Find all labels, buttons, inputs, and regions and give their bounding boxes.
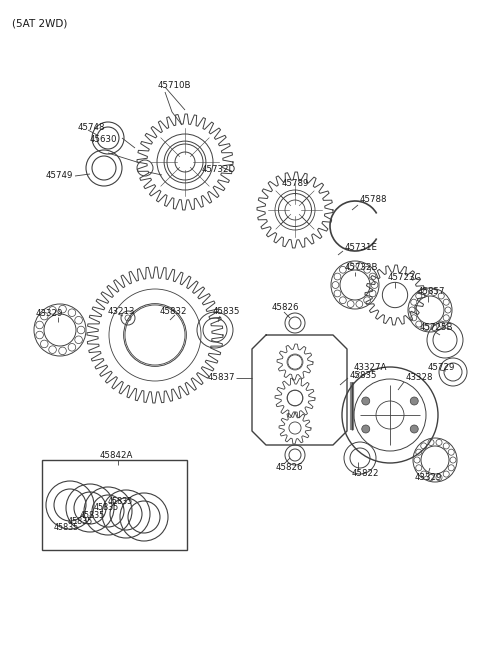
Circle shape <box>362 425 370 433</box>
Text: 45729: 45729 <box>428 363 456 373</box>
Text: 43327A: 43327A <box>354 363 387 373</box>
Text: 45835: 45835 <box>80 510 105 520</box>
Text: 45725B: 45725B <box>420 323 454 333</box>
Text: 45835: 45835 <box>108 497 133 506</box>
Text: 45731E: 45731E <box>345 243 378 251</box>
Text: 45835: 45835 <box>350 371 377 380</box>
Circle shape <box>410 425 418 433</box>
Text: 45710B: 45710B <box>158 81 192 91</box>
Text: 43329: 43329 <box>36 308 63 318</box>
Text: 45857: 45857 <box>418 287 445 297</box>
Circle shape <box>410 397 418 405</box>
Text: 45789: 45789 <box>281 178 309 188</box>
Text: 45832: 45832 <box>160 306 188 316</box>
Text: 45732D: 45732D <box>202 165 236 174</box>
Text: 45826: 45826 <box>276 464 303 472</box>
Text: 45842A: 45842A <box>100 451 133 459</box>
Text: 43213: 43213 <box>108 306 135 316</box>
Text: 45822: 45822 <box>352 470 380 478</box>
Bar <box>42 460 187 550</box>
Text: 45749: 45749 <box>46 171 73 180</box>
Text: 45723C: 45723C <box>388 274 421 283</box>
Text: 45835: 45835 <box>54 523 79 533</box>
Circle shape <box>362 397 370 405</box>
Text: (5AT 2WD): (5AT 2WD) <box>12 18 67 28</box>
Text: 43328: 43328 <box>406 373 433 382</box>
Text: 45835: 45835 <box>94 504 119 512</box>
Text: 45826: 45826 <box>272 304 300 312</box>
Text: 45835: 45835 <box>68 518 93 527</box>
Text: 45835: 45835 <box>213 308 240 316</box>
Text: 45748: 45748 <box>78 123 106 131</box>
Text: 45630: 45630 <box>90 136 118 144</box>
Text: 43329: 43329 <box>415 474 443 483</box>
Text: 45788: 45788 <box>360 195 387 205</box>
Text: 45732B: 45732B <box>345 264 379 272</box>
Text: 45837: 45837 <box>208 373 236 382</box>
